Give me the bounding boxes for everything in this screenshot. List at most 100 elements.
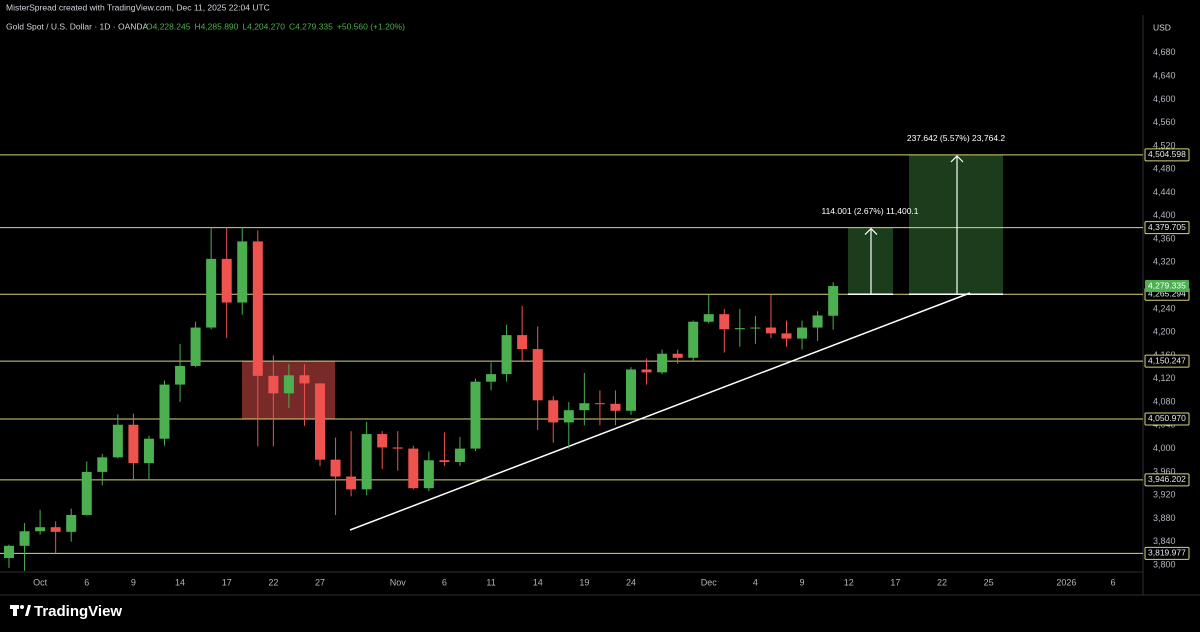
candle-body (143, 438, 154, 464)
candle-body (454, 448, 465, 462)
y-tick-label: 4,200 (1153, 327, 1176, 337)
candle-body (501, 335, 512, 375)
candle-body (641, 369, 652, 373)
last-price-box (1145, 280, 1189, 293)
currency: USD (1153, 22, 1171, 32)
legend-value: O4,228.245 (146, 21, 191, 31)
measure-label: 237.642 (5.57%) 23,764.2 (907, 133, 1006, 143)
x-tick-label: 22 (937, 577, 947, 587)
candle-body (237, 241, 248, 303)
candle-body (268, 375, 279, 394)
x-tick-label: 25 (984, 577, 994, 587)
measure-arrowhead (950, 155, 964, 163)
candle-body (548, 400, 559, 423)
x-tick-label: 4 (753, 577, 758, 587)
position-box (909, 154, 1003, 295)
candle-body (594, 403, 605, 405)
candle-body (252, 241, 263, 376)
y-tick-label: 4,440 (1153, 187, 1176, 197)
brand: TradingView (34, 603, 122, 620)
candle-body (346, 476, 357, 490)
x-tick-label: 19 (579, 577, 589, 587)
level-label-box (1144, 221, 1190, 235)
x-tick-label: 6 (442, 577, 447, 587)
candle-body (408, 448, 419, 489)
chart-title: MisterSpread created with TradingView.co… (6, 2, 270, 12)
candle-body (159, 384, 170, 439)
x-tick-label: 14 (533, 577, 543, 587)
candle-body (750, 327, 761, 329)
y-tick-label: 4,480 (1153, 164, 1176, 174)
level-label: 4,504.598 (1148, 149, 1186, 159)
trend-line (349, 292, 971, 531)
candle-body (377, 434, 388, 448)
x-tick-label: 6 (84, 577, 89, 587)
candle-body (423, 460, 434, 489)
y-tick-label: 3,800 (1153, 559, 1176, 569)
candle-body (828, 286, 839, 316)
x-tick-label: 9 (131, 577, 136, 587)
logo (10, 605, 31, 616)
candle-body (517, 335, 528, 350)
candle-body (221, 258, 232, 303)
candle-body (719, 314, 730, 330)
candle-body (797, 327, 808, 339)
x-tick-label: 9 (800, 577, 805, 587)
x-tick-label: 11 (486, 577, 495, 587)
y-tick-label: 4,120 (1153, 373, 1176, 383)
y-tick-label: 4,080 (1153, 396, 1176, 406)
x-tick-label: 12 (844, 577, 854, 587)
candle-body (81, 471, 92, 515)
y-tick-label: 4,600 (1153, 94, 1176, 104)
x-tick-label: 6 (1111, 577, 1116, 587)
symbol: Gold Spot / U.S. Dollar · 1D · OANDA (6, 21, 149, 31)
legend-value: C4,279.335 (289, 21, 333, 31)
candle-body (672, 353, 683, 358)
candle-body (392, 447, 403, 449)
candle-body (128, 424, 139, 464)
candle-body (765, 327, 776, 334)
candle-body (486, 374, 497, 382)
candle-body (439, 460, 450, 462)
candle-body (563, 410, 574, 423)
y-tick-label: 4,000 (1153, 443, 1176, 453)
candle-body (610, 403, 621, 411)
level-label-box (1144, 354, 1190, 368)
measure-label: 114.001 (2.67%) 11,400.1 (821, 206, 918, 216)
y-tick-label: 4,680 (1153, 47, 1176, 57)
candle-body (50, 527, 61, 532)
candle-body (703, 314, 714, 322)
y-tick-label: 3,920 (1153, 490, 1176, 500)
x-tick-label: 17 (222, 577, 232, 587)
candle-body (781, 333, 792, 339)
y-tick-label: 4,360 (1153, 233, 1176, 243)
x-tick-label: 22 (268, 577, 278, 587)
y-tick-label: 4,320 (1153, 257, 1176, 267)
candle-body (361, 434, 372, 490)
candle-body (4, 545, 14, 559)
logo-shape (13, 605, 17, 616)
y-tick-label: 3,880 (1153, 513, 1176, 523)
candle-body (175, 365, 186, 385)
candle-body (190, 327, 201, 366)
logo-shape (20, 605, 24, 609)
candle-body (734, 328, 745, 330)
level-label-box (1144, 473, 1190, 487)
level-label: 4,379.705 (1148, 222, 1186, 232)
candle-body (812, 315, 823, 328)
level-label: 3,946.202 (1148, 474, 1186, 484)
x-tick-label: Oct (33, 577, 48, 587)
level-label-box (1144, 546, 1190, 560)
x-tick-label: 2026 (1056, 577, 1076, 587)
y-tick-label: 4,640 (1153, 70, 1176, 80)
candle-body (330, 459, 341, 477)
candle-body (66, 514, 77, 532)
legend-value: L4,204.270 (242, 21, 285, 31)
candle-body (19, 531, 30, 546)
candle-body (299, 375, 310, 384)
candle-body (97, 457, 108, 472)
level-label: 4,265.294 (1148, 288, 1186, 298)
candle-body (688, 321, 699, 358)
y-tick-label: 3,960 (1153, 466, 1176, 476)
